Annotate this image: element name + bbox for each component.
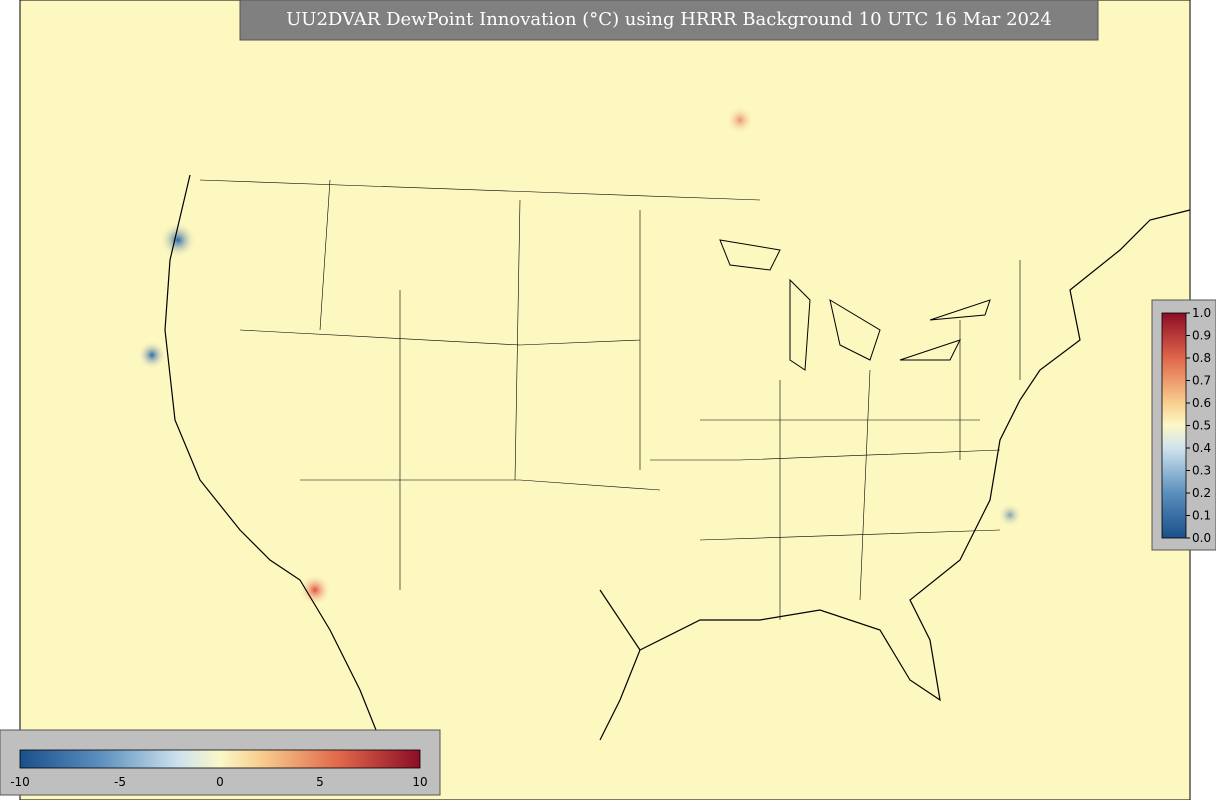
- right-colorbar: 0.0 0.1 0.2 0.3 0.4 0.5 0.6 0.7 0.8 0.9 1.0: [1151, 299, 1216, 551]
- title-box: UU2DVAR DewPoint Innovation (°C) using H…: [239, 0, 1099, 41]
- colorbar-tick-label: 0.6: [1192, 396, 1211, 410]
- great-lakes: [719, 239, 991, 371]
- colorbar-tick-label: 0: [216, 775, 224, 789]
- bottom-colorbar: -10 -5 0 5 10: [0, 729, 441, 796]
- map-area: [19, 0, 1191, 800]
- colorbar-tick-label: 0.2: [1192, 486, 1211, 500]
- colorbar-tick-label: 0.4: [1192, 441, 1211, 455]
- border-lines: [199, 179, 1021, 620]
- colorbar-tick-label: 5: [316, 775, 324, 789]
- colorbar-tick-label: 0.7: [1192, 374, 1211, 388]
- colorbar-tick-label: 0.9: [1192, 329, 1211, 343]
- colorbar-tick-label: -5: [114, 775, 126, 789]
- colorbar-tick-label: 1.0: [1192, 306, 1211, 320]
- colorbar-tick-label: 0.8: [1192, 351, 1211, 365]
- colorbar-tick-label: 0.1: [1192, 509, 1211, 523]
- map-title: UU2DVAR DewPoint Innovation (°C) using H…: [286, 9, 1052, 30]
- colorbar-tick-label: 0.0: [1192, 531, 1211, 545]
- colorbar-tick-label: 0.3: [1192, 464, 1211, 478]
- colorbar-tick-label: 0.5: [1192, 419, 1211, 433]
- coastline-outline: [164, 174, 1191, 781]
- colorbar-tick-label: -10: [10, 775, 30, 789]
- colorbar-tick-label: 10: [412, 775, 427, 789]
